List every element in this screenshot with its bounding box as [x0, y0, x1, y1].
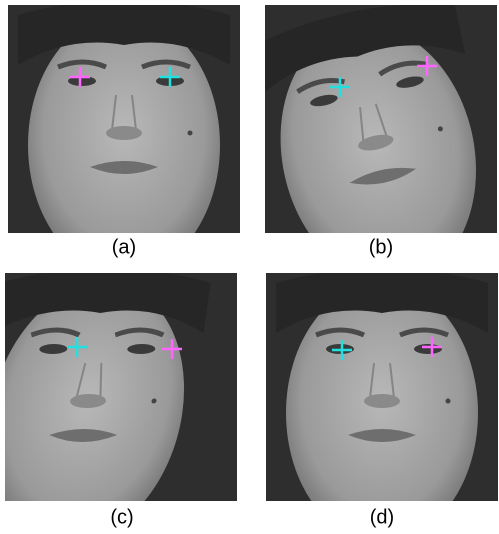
figure: (a) (b) (c) (d)	[0, 0, 499, 534]
caption: (d)	[370, 506, 394, 528]
panel-a	[8, 0, 240, 275]
caption: (a)	[112, 236, 136, 258]
panel-c	[0, 233, 276, 534]
caption: (c)	[110, 506, 133, 528]
caption: (b)	[369, 236, 393, 258]
panel-d	[266, 268, 498, 534]
